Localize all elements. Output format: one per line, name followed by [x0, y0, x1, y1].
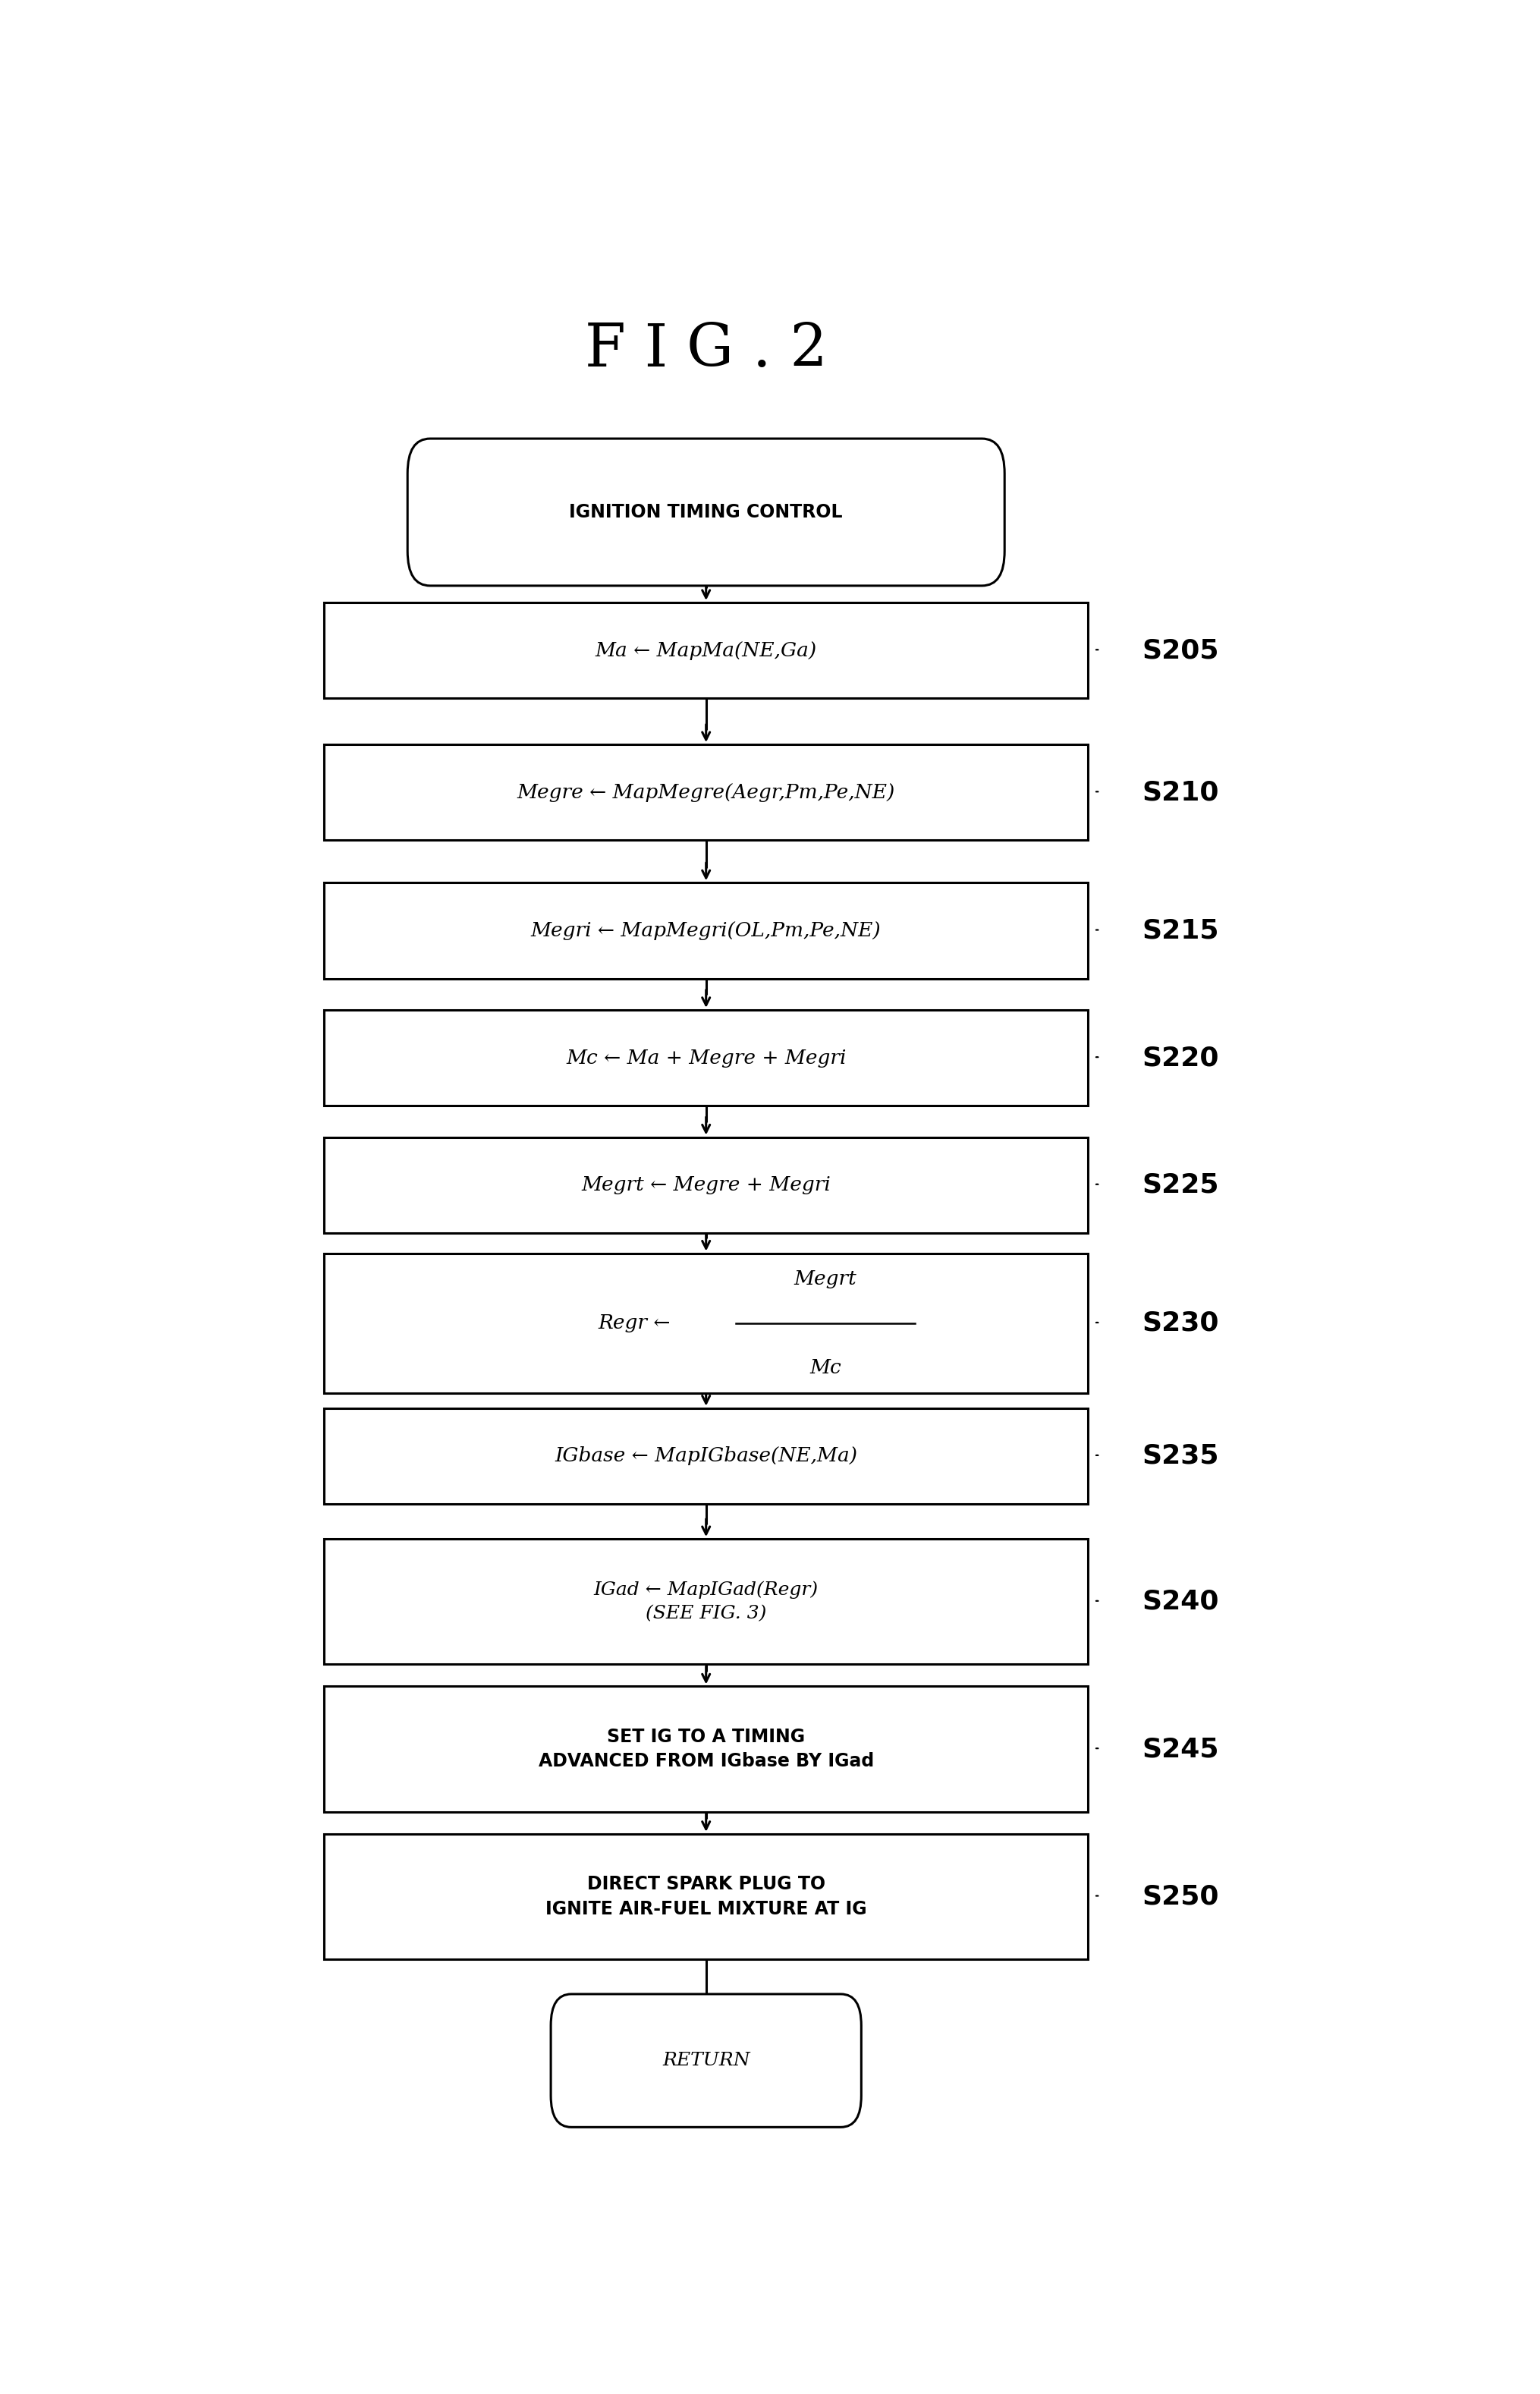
Text: S225: S225 [1141, 1173, 1218, 1197]
FancyBboxPatch shape [551, 1994, 861, 2128]
Text: S240: S240 [1141, 1590, 1218, 1614]
Text: IGbase ← MapIGbase(NE,Ma): IGbase ← MapIGbase(NE,Ma) [554, 1446, 856, 1465]
Bar [323, 883, 1087, 979]
Text: Megrt: Megrt [793, 1269, 856, 1288]
Text: S235: S235 [1141, 1444, 1218, 1470]
Text: S245: S245 [1141, 1736, 1218, 1762]
Bar [323, 1010, 1087, 1106]
Text: Megri ← MapMegri(OL,Pm,Pe,NE): Megri ← MapMegri(OL,Pm,Pe,NE) [531, 922, 881, 941]
Text: F I G . 2: F I G . 2 [585, 321, 827, 378]
Text: S220: S220 [1141, 1044, 1218, 1070]
Bar [323, 1252, 1087, 1393]
Text: IGNITION TIMING CONTROL: IGNITION TIMING CONTROL [570, 503, 842, 522]
Text: S210: S210 [1141, 780, 1218, 804]
FancyBboxPatch shape [407, 438, 1004, 587]
Text: SET IG TO A TIMING
ADVANCED FROM IGbase BY IGad: SET IG TO A TIMING ADVANCED FROM IGbase … [537, 1728, 873, 1772]
Text: S230: S230 [1141, 1310, 1218, 1336]
Bar [323, 1539, 1087, 1664]
Text: Mc ← Ma + Megre + Megri: Mc ← Ma + Megre + Megri [565, 1049, 845, 1068]
Text: Ma ← MapMa(NE,Ga): Ma ← MapMa(NE,Ga) [594, 642, 816, 661]
Text: Megrt ← Megre + Megri: Megrt ← Megre + Megri [581, 1175, 830, 1195]
Text: IGad ← MapIGad(Regr)
(SEE FIG. 3): IGad ← MapIGad(Regr) (SEE FIG. 3) [593, 1580, 818, 1623]
Text: Mc: Mc [808, 1357, 841, 1377]
Text: Regr ←: Regr ← [598, 1314, 670, 1333]
Text: Megre ← MapMegre(Aegr,Pm,Pe,NE): Megre ← MapMegre(Aegr,Pm,Pe,NE) [517, 783, 895, 802]
Bar [323, 1137, 1087, 1233]
Bar [323, 603, 1087, 699]
Text: RETURN: RETURN [662, 2052, 750, 2068]
Text: S215: S215 [1141, 917, 1218, 943]
Text: DIRECT SPARK PLUG TO
IGNITE AIR-FUEL MIXTURE AT IG: DIRECT SPARK PLUG TO IGNITE AIR-FUEL MIX… [545, 1875, 867, 1918]
Bar [323, 1408, 1087, 1503]
Bar [323, 1685, 1087, 1812]
Bar [323, 1834, 1087, 1958]
Text: S250: S250 [1141, 1884, 1218, 1910]
Bar [323, 745, 1087, 840]
Text: S205: S205 [1141, 637, 1218, 663]
